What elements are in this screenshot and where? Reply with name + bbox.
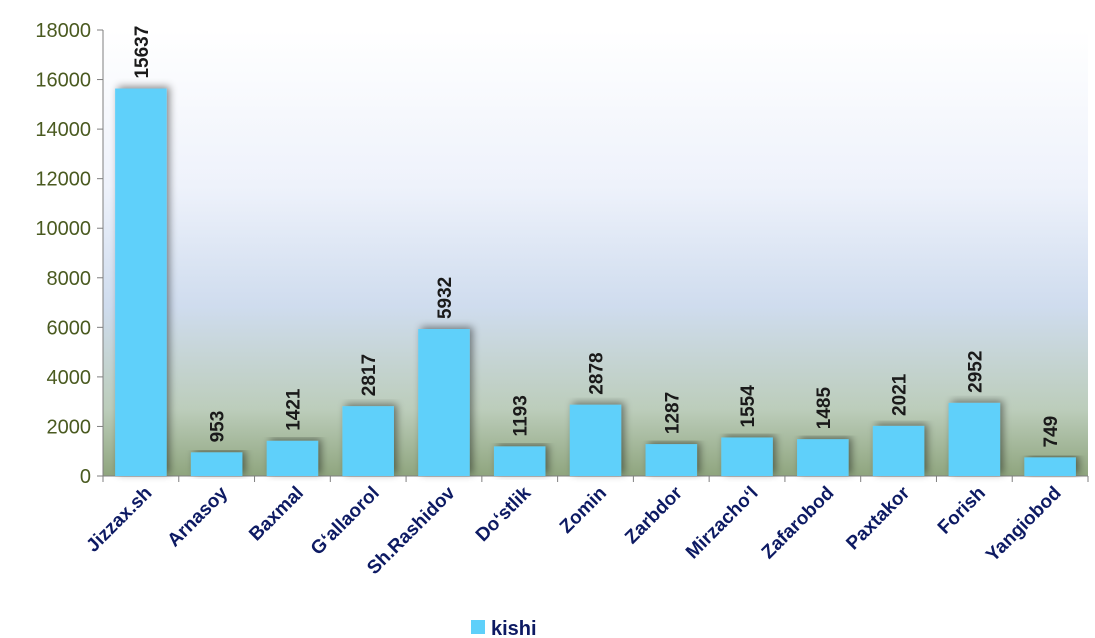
- bar: [872, 425, 925, 476]
- y-tick-label: 0: [80, 466, 91, 488]
- data-label: 2878: [587, 352, 608, 394]
- x-tick-label: Arnasoy: [164, 482, 233, 551]
- x-tick-label: Do‘stlik: [472, 482, 536, 546]
- data-label: 1485: [814, 387, 835, 430]
- y-tick-label: 8000: [47, 268, 92, 290]
- y-tick-label: 10000: [35, 218, 91, 240]
- bar: [645, 444, 698, 476]
- bar: [569, 404, 622, 476]
- data-label: 2021: [890, 373, 911, 416]
- bar: [342, 406, 394, 476]
- y-tick-label: 4000: [47, 367, 92, 389]
- y-tick-label: 18000: [35, 20, 91, 42]
- legend-label: kishi: [491, 618, 537, 638]
- plot-background: [103, 30, 1088, 476]
- bar: [493, 446, 546, 476]
- x-tick-label: Jizzax.sh: [83, 483, 157, 557]
- data-label: 5932: [435, 277, 456, 319]
- data-label: 2952: [965, 351, 986, 393]
- data-label: 2817: [359, 354, 380, 396]
- bar: [1024, 457, 1076, 476]
- x-tick-label: Mirzacho‘l: [682, 483, 763, 564]
- legend-swatch: [471, 620, 485, 634]
- x-tick-label: Zarbdor: [621, 482, 687, 548]
- x-tick-label: Baxmal: [245, 483, 308, 546]
- x-tick-labels-group: Jizzax.sh Arnasoy BaxmalG‘allaorolSh.Rashi…: [83, 482, 1066, 579]
- data-labels-group: 15637 953 1421 2817 5932 1193 2878 1287 1554 1485…: [132, 26, 1062, 448]
- y-tick-label: 2000: [47, 416, 92, 438]
- bar: [948, 402, 1001, 476]
- data-label: 15637: [132, 26, 153, 79]
- y-tick-label: 12000: [35, 169, 91, 191]
- bar: [266, 440, 319, 476]
- x-tick-label: Zafarobod: [758, 483, 839, 564]
- data-label: 953: [208, 411, 229, 443]
- bar: [721, 437, 773, 476]
- bar: [190, 452, 243, 476]
- axes: 0 2000 4000 6000 8000 10000 12000 14000 16000 180…: [35, 20, 1089, 488]
- x-tick-label: Paxtakor: [842, 482, 914, 554]
- legend: kishi: [471, 618, 537, 638]
- data-label: 749: [1041, 416, 1062, 448]
- bar: [797, 439, 849, 476]
- y-tick-label: 16000: [35, 70, 91, 92]
- x-tick-label: Forish: [934, 483, 990, 539]
- data-label: 1421: [283, 388, 304, 431]
- data-label: 1554: [738, 385, 759, 428]
- data-label: 1287: [662, 392, 683, 434]
- bar: [115, 88, 167, 476]
- data-label: 1193: [511, 395, 532, 436]
- x-tick-label: G‘allaorol: [307, 483, 384, 560]
- y-tick-label: 14000: [35, 119, 91, 141]
- x-tick-label: Yangiobod: [982, 483, 1066, 567]
- y-tick-label: 6000: [47, 317, 92, 339]
- x-tick-label: Zomin: [556, 483, 611, 538]
- bar: [418, 329, 470, 476]
- bars-group: [115, 88, 1076, 476]
